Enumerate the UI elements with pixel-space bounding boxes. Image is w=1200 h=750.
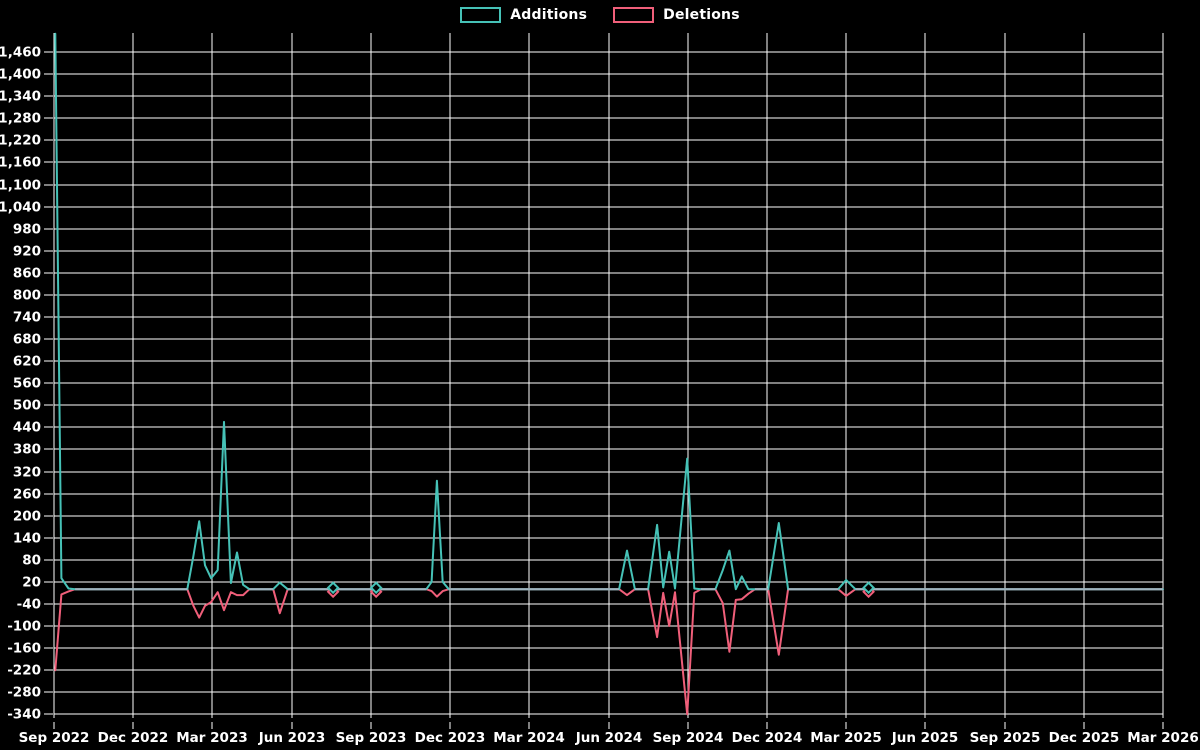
svg-text:260: 260 bbox=[13, 487, 41, 503]
svg-text:320: 320 bbox=[13, 465, 41, 481]
svg-text:440: 440 bbox=[13, 420, 41, 436]
svg-text:380: 380 bbox=[13, 442, 41, 458]
svg-text:1,280: 1,280 bbox=[0, 111, 41, 127]
svg-text:-40: -40 bbox=[17, 597, 41, 613]
svg-text:1,220: 1,220 bbox=[0, 133, 41, 149]
isolated-point-markers bbox=[326, 581, 876, 599]
deletions-swatch-icon bbox=[613, 7, 655, 23]
svg-text:Dec 2024: Dec 2024 bbox=[732, 730, 803, 746]
svg-text:Jun 2025: Jun 2025 bbox=[891, 730, 959, 746]
grid bbox=[44, 33, 1164, 729]
svg-text:Dec 2022: Dec 2022 bbox=[98, 730, 169, 746]
additions-swatch-icon bbox=[460, 7, 502, 23]
svg-text:Mar 2026: Mar 2026 bbox=[1127, 730, 1198, 746]
svg-text:Mar 2025: Mar 2025 bbox=[810, 730, 881, 746]
svg-text:1,160: 1,160 bbox=[0, 155, 41, 171]
svg-text:500: 500 bbox=[13, 398, 41, 414]
svg-text:Jun 2023: Jun 2023 bbox=[258, 730, 326, 746]
svg-text:Mar 2023: Mar 2023 bbox=[176, 730, 247, 746]
svg-text:1,340: 1,340 bbox=[0, 89, 41, 105]
svg-text:-340: -340 bbox=[7, 707, 41, 723]
svg-text:1,460: 1,460 bbox=[0, 45, 41, 61]
y-axis-labels: 1,460 1,400 1,340 1,280 1,220 1,160 1,100 1,040… bbox=[0, 45, 41, 723]
svg-text:-100: -100 bbox=[7, 619, 41, 635]
svg-text:860: 860 bbox=[13, 266, 41, 282]
svg-text:Dec 2025: Dec 2025 bbox=[1049, 730, 1120, 746]
svg-text:1,040: 1,040 bbox=[0, 200, 41, 216]
svg-text:Sep 2023: Sep 2023 bbox=[336, 730, 407, 746]
svg-text:Jun 2024: Jun 2024 bbox=[575, 730, 643, 746]
legend-item-deletions[interactable]: Deletions bbox=[613, 7, 740, 23]
svg-text:980: 980 bbox=[13, 222, 41, 238]
svg-text:800: 800 bbox=[13, 288, 41, 304]
legend-item-additions[interactable]: Additions bbox=[460, 7, 587, 23]
svg-text:1,400: 1,400 bbox=[0, 67, 41, 83]
svg-text:620: 620 bbox=[13, 354, 41, 370]
svg-text:200: 200 bbox=[13, 509, 41, 525]
svg-text:Sep 2024: Sep 2024 bbox=[653, 730, 724, 746]
svg-text:560: 560 bbox=[13, 376, 41, 392]
svg-text:Sep 2025: Sep 2025 bbox=[970, 730, 1041, 746]
svg-text:-220: -220 bbox=[7, 663, 41, 679]
svg-text:Sep 2022: Sep 2022 bbox=[19, 730, 90, 746]
svg-text:-280: -280 bbox=[7, 685, 41, 701]
svg-text:680: 680 bbox=[13, 332, 41, 348]
svg-text:80: 80 bbox=[22, 553, 41, 569]
x-axis-labels: Sep 2022 Dec 2022 Mar 2023 Jun 2023 Sep 2023… bbox=[19, 730, 1199, 746]
svg-text:Dec 2023: Dec 2023 bbox=[415, 730, 486, 746]
svg-text:1,100: 1,100 bbox=[0, 178, 41, 194]
svg-text:Mar 2024: Mar 2024 bbox=[493, 730, 564, 746]
svg-text:740: 740 bbox=[13, 310, 41, 326]
legend-label-additions: Additions bbox=[510, 7, 588, 23]
svg-text:20: 20 bbox=[22, 575, 41, 591]
chart-legend: Additions Deletions bbox=[0, 7, 1200, 23]
svg-text:-160: -160 bbox=[7, 641, 41, 657]
svg-text:920: 920 bbox=[13, 244, 41, 260]
svg-text:140: 140 bbox=[13, 531, 41, 547]
legend-label-deletions: Deletions bbox=[663, 7, 740, 23]
